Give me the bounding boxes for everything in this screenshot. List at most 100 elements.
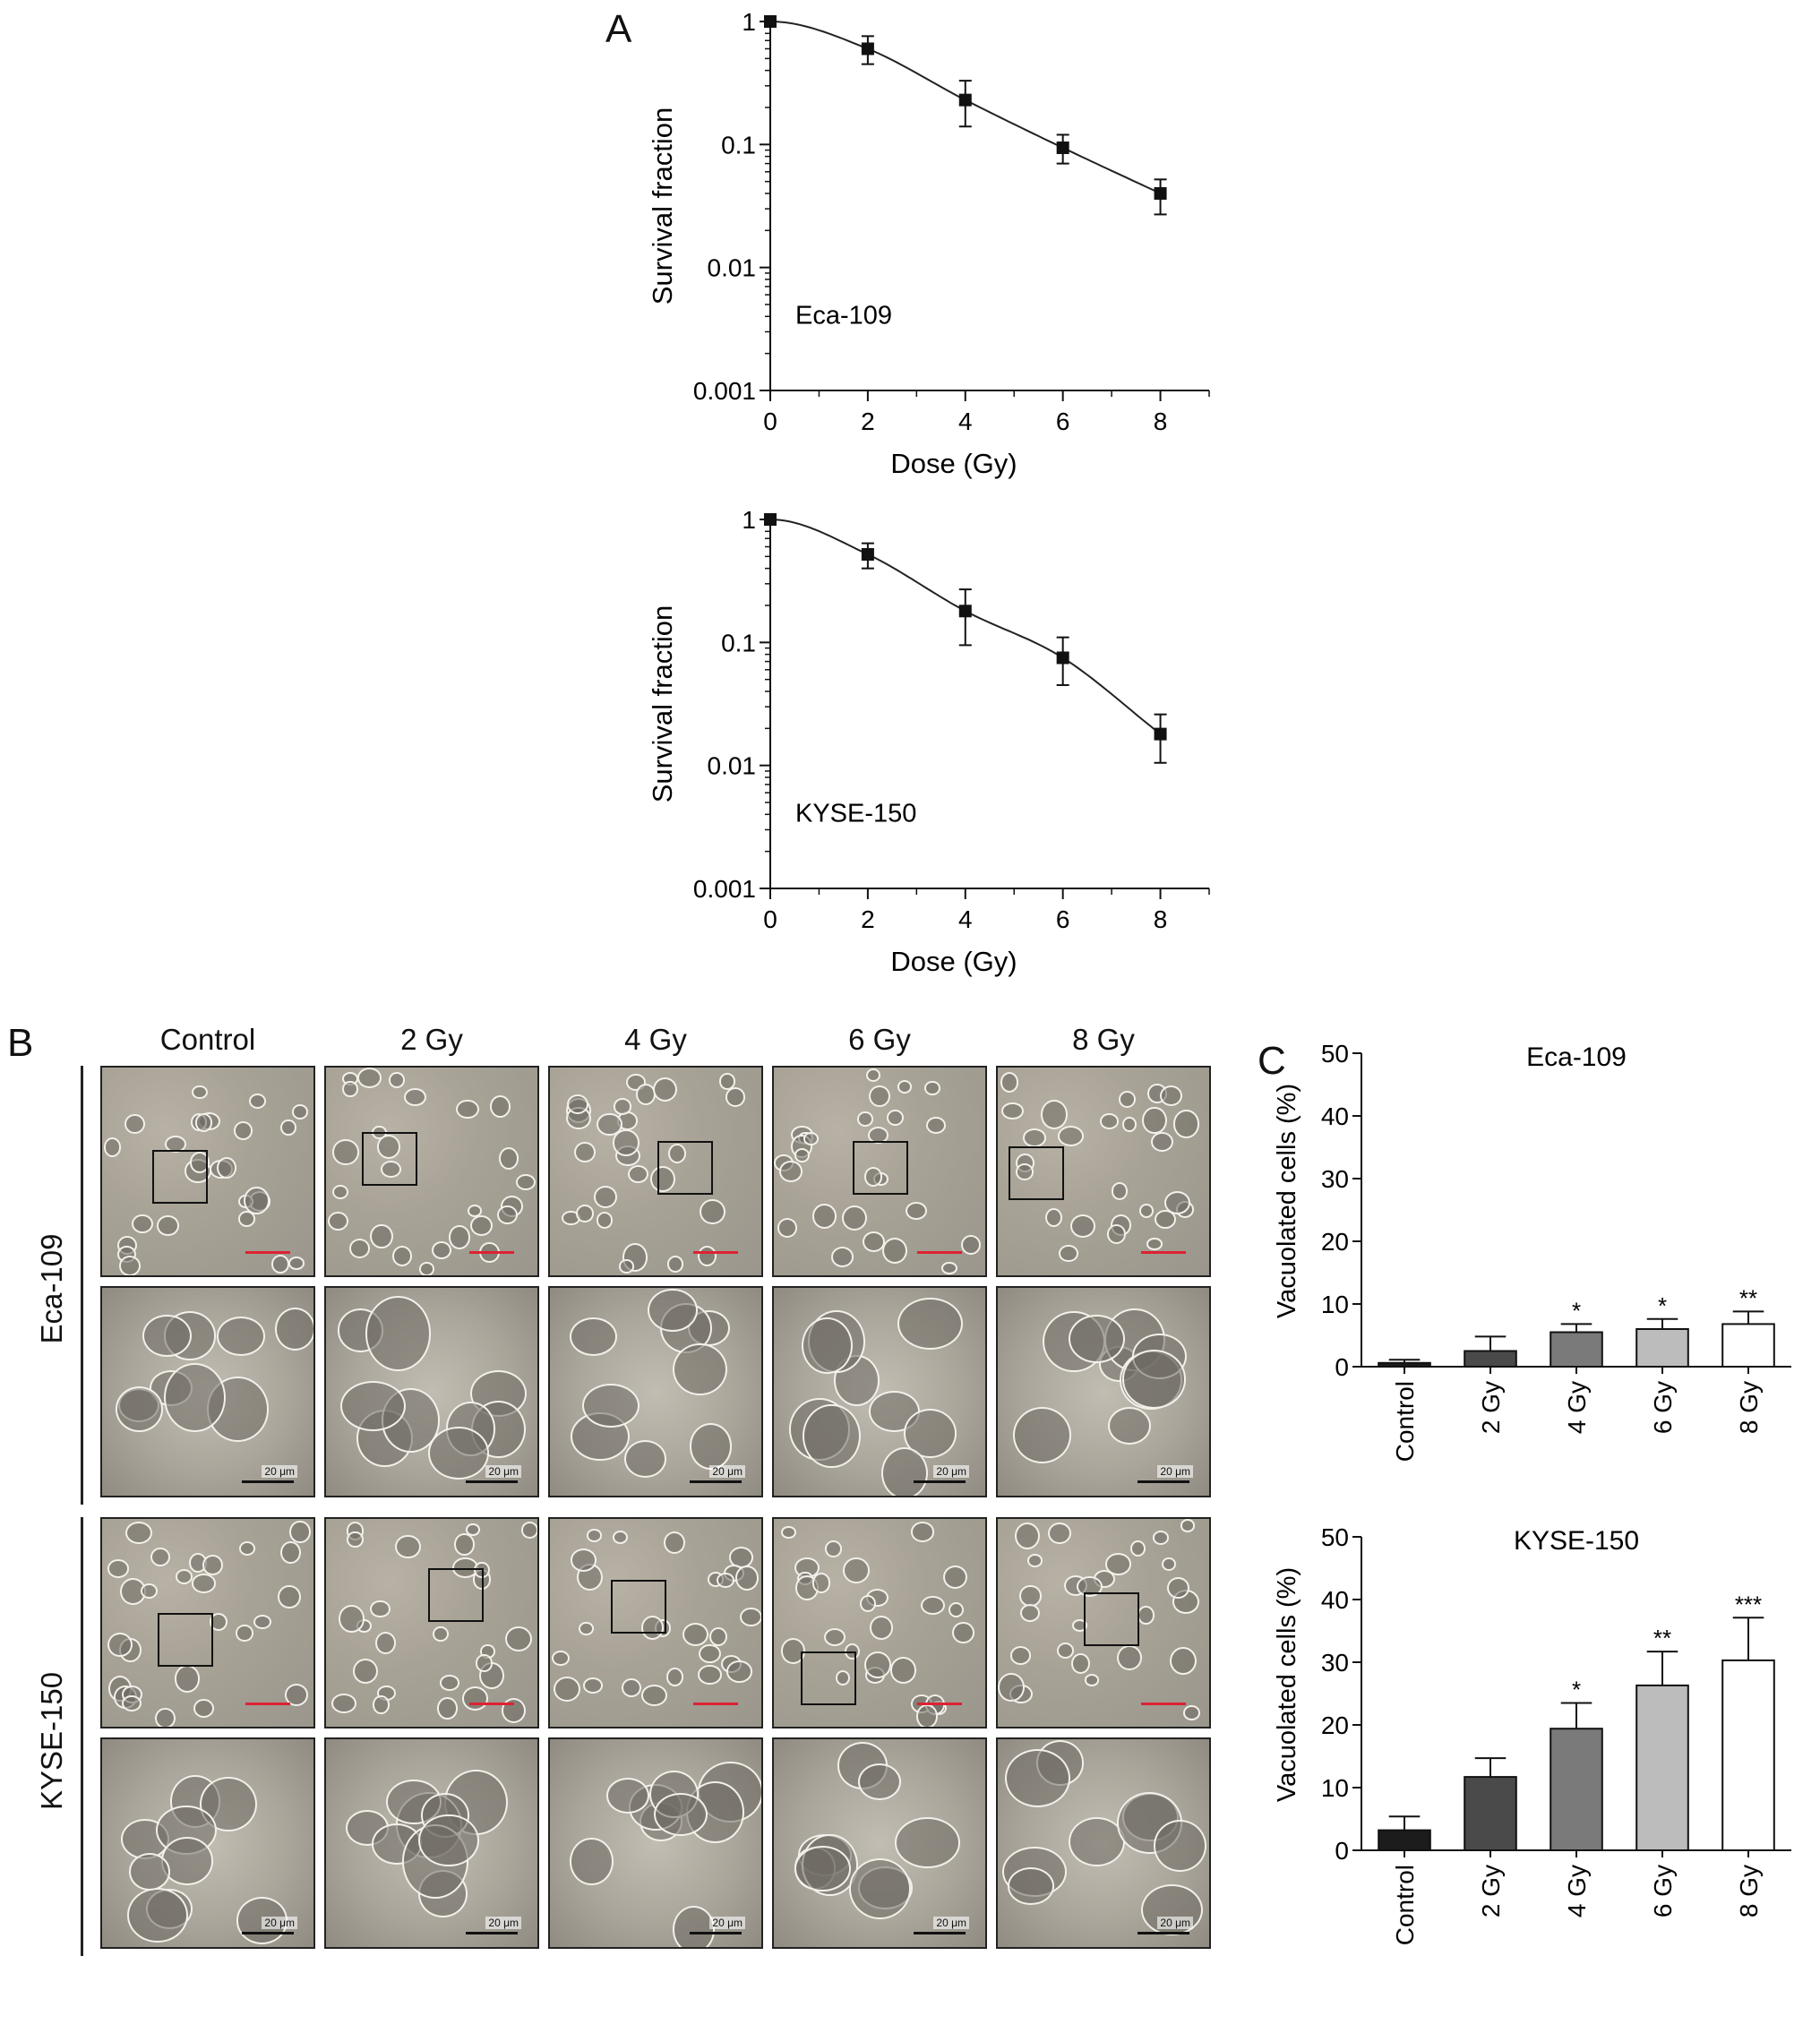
cell-shape: [176, 1568, 193, 1584]
survival-chart-kyse150: 0.001 0.01 0.1 1 0 2 4 6 8 Dose (Gy) Survival frac…: [647, 506, 1210, 977]
micrograph-tile: 20 μm: [772, 1737, 987, 1949]
cell-shape: [1016, 1163, 1034, 1180]
y-tick-label: 20: [1321, 1711, 1349, 1739]
cell-shape: [107, 1558, 130, 1578]
data-point: [764, 15, 777, 28]
cell-shape: [339, 1605, 365, 1633]
scale-bar-label: 20 μm: [933, 1465, 969, 1478]
cell-shape: [581, 1383, 640, 1428]
cell-shape: [709, 1627, 728, 1647]
x-tick-label: 4: [958, 407, 973, 435]
scale-bar-label: 20 μm: [933, 1917, 969, 1929]
cell-shape: [998, 1673, 1025, 1703]
cell-shape: [243, 1186, 270, 1214]
cell-shape: [373, 1695, 390, 1714]
bar: [1378, 1829, 1431, 1852]
scale-bar: [917, 1251, 962, 1254]
cell-shape: [357, 1068, 382, 1088]
cell-shape: [650, 1165, 675, 1192]
cell-shape: [940, 1261, 957, 1275]
cell-shape: [521, 1522, 537, 1539]
micrograph-column-header-6gy: 6 Gy: [848, 1023, 911, 1056]
cell-shape: [1069, 1817, 1126, 1866]
scale-bar-label: 20 μm: [709, 1917, 745, 1929]
cell-shape: [653, 1793, 708, 1837]
cell-shape: [347, 1531, 364, 1548]
cell-shape: [823, 1627, 846, 1647]
cell-shape: [825, 1540, 842, 1557]
scale-bar: [469, 1703, 514, 1705]
cell-shape: [428, 1426, 490, 1480]
scale-bar: [466, 1480, 518, 1483]
cell-shape: [391, 1245, 412, 1266]
cell-shape: [289, 1520, 311, 1543]
cell-shape: [339, 1380, 407, 1431]
micrograph-column-header-4gy: 4 Gy: [624, 1023, 687, 1056]
cell-shape: [916, 1704, 938, 1727]
cell-shape: [910, 1522, 935, 1542]
cell-shape: [663, 1531, 686, 1555]
zoom-inset-box: [611, 1580, 666, 1634]
x-tick-label: 6 Gy: [1649, 1381, 1677, 1434]
cell-shape: [725, 1087, 746, 1108]
cell-shape: [597, 1112, 622, 1137]
cell-shape: [174, 1665, 201, 1693]
scale-bar: [693, 1251, 738, 1254]
scale-bar: [690, 1480, 742, 1483]
significance-label: **: [1653, 1625, 1671, 1651]
cell-shape: [271, 1255, 289, 1274]
micrograph-tile: [996, 1066, 1211, 1277]
micrograph-tile: [772, 1517, 987, 1728]
chart-title: Eca-109: [1526, 1042, 1627, 1072]
cell-shape: [647, 1288, 698, 1333]
cell-shape: [280, 1119, 296, 1137]
x-tick-label: 2: [861, 407, 875, 435]
micrograph-grid: 20 μm 20 μm 20 μm 20 μm 20 μm 20 μm 20 μm 20 μm…: [100, 1066, 1220, 1961]
x-tick-label: 8: [1154, 905, 1168, 933]
cell-shape: [1013, 1407, 1072, 1464]
scale-bar: [469, 1251, 514, 1254]
cell-shape: [440, 1675, 459, 1691]
cell-shape: [897, 1298, 963, 1351]
cell-shape: [803, 1132, 819, 1145]
cell-shape: [1057, 1126, 1084, 1147]
cell-shape: [1000, 1072, 1019, 1093]
cell-shape: [811, 1204, 837, 1229]
bar: [1464, 1776, 1517, 1852]
cell-shape: [777, 1218, 797, 1238]
scale-bar-label: 20 μm: [709, 1465, 745, 1478]
micrograph-tile: [100, 1066, 315, 1277]
bar: [1635, 1328, 1689, 1368]
scale-bar: [693, 1703, 738, 1705]
survival-chart-eca109: 0.001 0.01 0.1 1 0 2 4 6 8 Dose (Gy) Survival frac…: [647, 8, 1210, 479]
cell-shape: [1167, 1576, 1190, 1600]
y-axis-label: Survival fraction: [647, 107, 678, 305]
y-tick-label: 0.01: [708, 752, 757, 780]
cell-shape: [1099, 1113, 1119, 1129]
cell-shape: [253, 1614, 271, 1629]
cell-shape: [1108, 1407, 1152, 1445]
micrograph-column-header-control: Control: [159, 1023, 256, 1056]
cell-shape: [449, 1225, 471, 1249]
cell-shape: [115, 1385, 164, 1433]
cell-shape: [128, 1852, 171, 1891]
cell-shape: [1070, 1652, 1090, 1674]
y-tick-label: 1: [742, 506, 756, 534]
cell-shape: [470, 1214, 494, 1237]
cell-shape: [193, 1698, 214, 1719]
cell-shape: [781, 1525, 796, 1539]
y-tick-label: 30: [1321, 1165, 1349, 1193]
x-tick-label: 6: [1056, 905, 1070, 933]
cell-shape: [880, 1446, 928, 1496]
x-tick-label: 0: [763, 905, 777, 933]
cell-shape: [1118, 1090, 1137, 1108]
cell-shape: [515, 1173, 537, 1190]
cell-shape: [889, 1657, 917, 1685]
cell-shape: [1068, 1314, 1125, 1363]
y-axis-label: Vacuolated cells (%): [1273, 1567, 1301, 1802]
bar: [1378, 1361, 1431, 1368]
cell-shape: [1070, 1214, 1096, 1239]
cell-shape: [596, 1211, 614, 1229]
cell-shape: [894, 1816, 961, 1868]
cell-shape: [726, 1660, 753, 1683]
